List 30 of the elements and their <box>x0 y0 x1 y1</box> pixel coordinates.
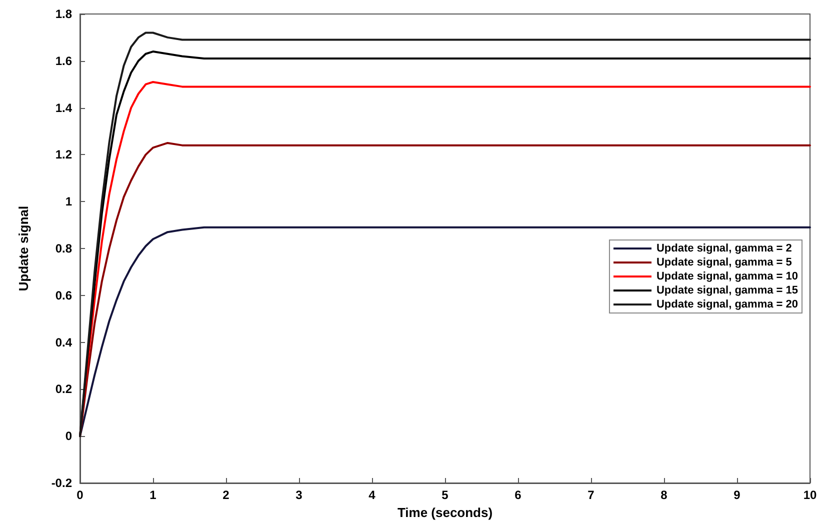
x-tick-label: 5 <box>442 488 449 502</box>
line-series <box>79 226 811 438</box>
y-tick-label: 0.4 <box>55 335 72 350</box>
x-tick-label: 9 <box>734 488 741 502</box>
x-tick-label: 1 <box>150 488 157 502</box>
y-tick-label: -0.2 <box>51 476 72 490</box>
y-tick-label: 0.6 <box>55 288 72 302</box>
y-tick-label: 1 <box>65 194 72 209</box>
legend-label: Update signal, gamma = 15 <box>656 284 798 296</box>
x-tick-label: 4 <box>368 488 376 502</box>
x-tick-label: 3 <box>296 488 303 502</box>
x-tick-label: 8 <box>660 488 668 502</box>
x-tick-label: 6 <box>514 488 522 502</box>
x-tick-label: 0 <box>76 488 84 502</box>
x-tick-label: 10 <box>803 488 817 502</box>
legend-label: Update signal, gamma = 2 <box>656 242 792 254</box>
y-tick-label: 0 <box>65 429 72 444</box>
y-tick-label: 1.8 <box>55 7 72 21</box>
y-tick-label: 0.8 <box>55 242 72 256</box>
x-tick-label: 2 <box>222 488 230 502</box>
y-tick-label: 1.2 <box>55 148 72 162</box>
x-tick-label: 7 <box>588 488 595 502</box>
y-tick-label: 0.2 <box>55 382 72 396</box>
y-tick-label: 1.4 <box>55 100 72 115</box>
legend-label: Update signal, gamma = 5 <box>656 256 792 268</box>
y-axis-title: Update signal <box>16 206 31 292</box>
y-tick-label: 1.6 <box>55 54 72 68</box>
x-axis-title: Time (seconds) <box>397 504 493 520</box>
legend-label: Update signal, gamma = 20 <box>656 298 798 310</box>
legend-label: Update signal, gamma = 10 <box>656 270 798 282</box>
